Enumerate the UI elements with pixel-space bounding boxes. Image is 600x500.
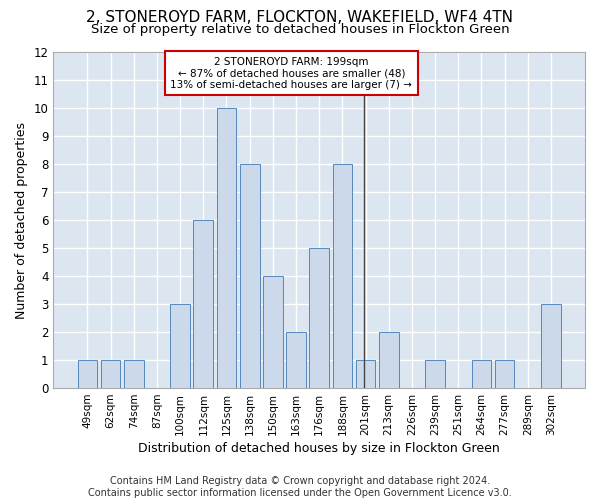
Text: Contains HM Land Registry data © Crown copyright and database right 2024.
Contai: Contains HM Land Registry data © Crown c…	[88, 476, 512, 498]
Y-axis label: Number of detached properties: Number of detached properties	[15, 122, 28, 319]
Text: 2, STONEROYD FARM, FLOCKTON, WAKEFIELD, WF4 4TN: 2, STONEROYD FARM, FLOCKTON, WAKEFIELD, …	[86, 10, 514, 25]
Bar	[472, 360, 491, 388]
Bar	[286, 332, 306, 388]
Text: Size of property relative to detached houses in Flockton Green: Size of property relative to detached ho…	[91, 22, 509, 36]
Bar	[217, 108, 236, 388]
Bar	[124, 360, 143, 388]
Bar	[193, 220, 213, 388]
Bar	[541, 304, 561, 388]
Bar	[332, 164, 352, 388]
Bar	[101, 360, 121, 388]
Bar	[77, 360, 97, 388]
Bar	[356, 360, 376, 388]
Bar	[170, 304, 190, 388]
Bar	[310, 248, 329, 388]
Bar	[240, 164, 260, 388]
Text: 2 STONEROYD FARM: 199sqm
← 87% of detached houses are smaller (48)
13% of semi-d: 2 STONEROYD FARM: 199sqm ← 87% of detach…	[170, 56, 412, 90]
X-axis label: Distribution of detached houses by size in Flockton Green: Distribution of detached houses by size …	[139, 442, 500, 455]
Bar	[495, 360, 514, 388]
Bar	[379, 332, 398, 388]
Bar	[425, 360, 445, 388]
Bar	[263, 276, 283, 388]
